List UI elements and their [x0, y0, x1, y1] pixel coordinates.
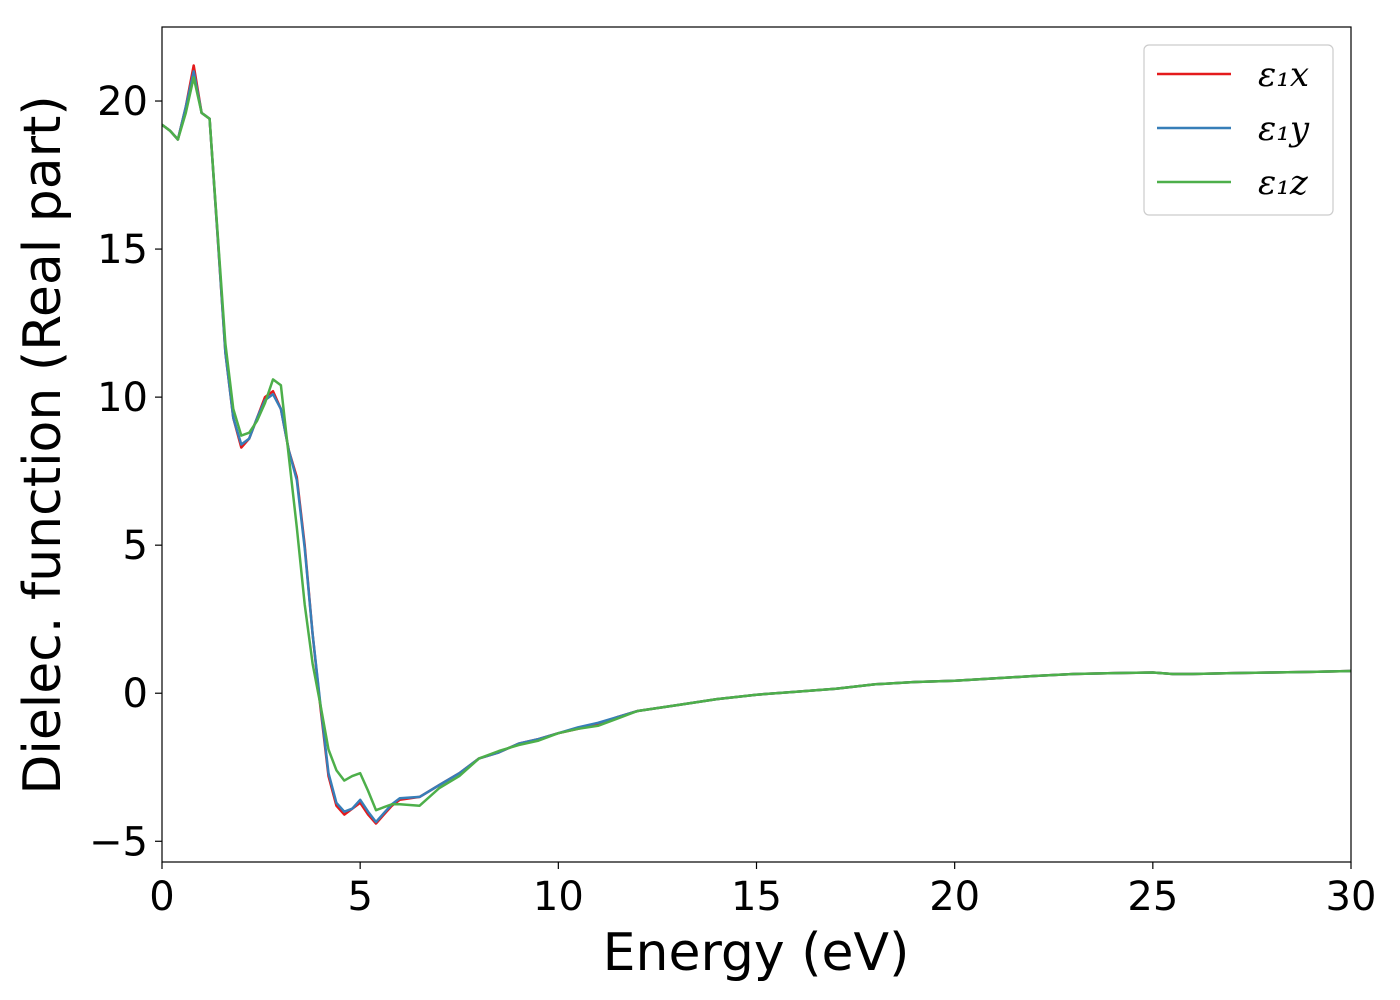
y-tick-label: −5 — [89, 819, 148, 865]
x-tick-label: 0 — [149, 874, 174, 920]
legend-label-0: ε₁x — [1258, 55, 1309, 95]
y-tick-label: 15 — [97, 227, 148, 273]
x-axis-label: Energy (eV) — [603, 923, 910, 983]
x-tick-label: 25 — [1127, 874, 1178, 920]
y-tick-label: 5 — [123, 523, 148, 569]
legend-label-1: ε₁y — [1258, 109, 1310, 149]
legend-box — [1143, 44, 1334, 216]
y-tick-label: 10 — [97, 375, 148, 421]
x-tick-label: 10 — [533, 874, 584, 920]
x-tick-label: 30 — [1326, 874, 1377, 920]
y-tick-label: 0 — [123, 671, 148, 717]
x-tick-label: 5 — [347, 874, 372, 920]
x-tick-label: 20 — [929, 874, 980, 920]
legend: ε₁x ε₁y ε₁z — [1143, 44, 1334, 216]
y-axis-label: Dielec. function (Real part) — [13, 95, 73, 794]
series-line-2 — [162, 76, 1351, 812]
y-tick-label: 20 — [97, 79, 148, 125]
x-axis-ticks: 0 5 10 15 20 25 30 — [149, 862, 1376, 920]
y-axis-ticks: −5 0 5 10 15 20 — [89, 79, 162, 865]
x-tick-label: 15 — [731, 874, 782, 920]
legend-label-2: ε₁z — [1258, 163, 1309, 203]
